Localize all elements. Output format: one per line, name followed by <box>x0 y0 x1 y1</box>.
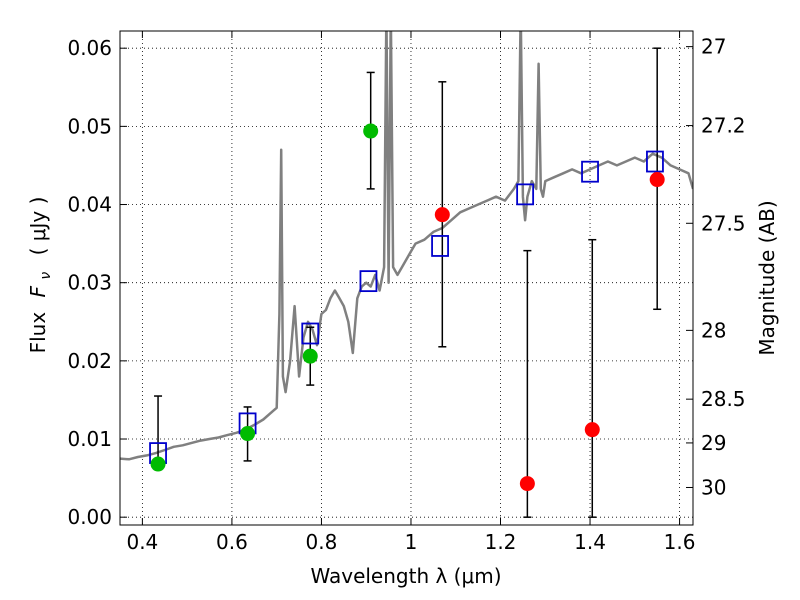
detection-point <box>302 348 318 364</box>
x-tick-label: 0.6 <box>216 530 248 554</box>
y-tick-label: 0.02 <box>67 349 112 373</box>
x-tick-label: 0.8 <box>306 530 338 554</box>
y-tick-label: 0.06 <box>67 36 112 60</box>
right-tick-label: 28 <box>701 318 726 342</box>
detection-point <box>363 123 379 139</box>
marker-layer <box>149 123 665 492</box>
plot-frame <box>119 30 694 526</box>
model-photometry-square <box>431 235 449 257</box>
detection-point <box>240 426 256 442</box>
right-tick-label: 28.5 <box>701 387 746 411</box>
tick-layer: 0.4 0.6 0.8 1 1.2 1.4 1.6 0.00 0.01 0.02 0.03 0.04 0… <box>67 31 746 554</box>
y-axis-title-subscript: ν <box>38 272 54 280</box>
x-tick-label: 1.4 <box>574 530 606 554</box>
x-tick-label: 1.6 <box>664 530 696 554</box>
model-photometry-square <box>359 270 378 293</box>
x-tick-label: 1 <box>405 530 418 554</box>
right-tick-label: 27.5 <box>701 211 746 235</box>
y-axis-title-prefix: Flux <box>26 312 50 354</box>
y-tick-label: 0.01 <box>67 427 112 451</box>
right-tick-label: 29 <box>701 431 726 455</box>
y-tick-label: 0.00 <box>67 505 112 529</box>
y-axis-title-suffix: ( μJy ) <box>26 197 50 256</box>
y-tick-label: 0.03 <box>67 271 112 295</box>
right-tick-label: 30 <box>701 475 726 499</box>
nondetection-point <box>584 422 600 438</box>
y-axis-title: Flux F ν ( μJy ) <box>26 197 55 354</box>
right-tick-label: 27 <box>701 35 726 59</box>
y-tick-label: 0.04 <box>67 193 112 217</box>
model-photometry-square <box>516 183 535 206</box>
x-tick-label: 1.2 <box>485 530 517 554</box>
right-tick-label: 27.2 <box>701 114 746 138</box>
right-axis-title: Magnitude (AB) <box>755 200 779 355</box>
nondetection-point <box>649 172 665 188</box>
y-axis-title-symbol: F <box>26 285 50 297</box>
nondetection-point <box>519 476 535 492</box>
detection-point <box>150 456 166 472</box>
x-axis-title: Wavelength λ (μm) <box>310 564 501 588</box>
nondetection-point <box>434 207 450 223</box>
spectrum-layer <box>120 31 693 461</box>
x-tick-label: 0.4 <box>126 530 158 554</box>
spectrum-line <box>120 31 693 461</box>
errorbar-layer <box>154 47 662 518</box>
y-tick-label: 0.05 <box>67 114 112 138</box>
grid-layer <box>120 31 693 525</box>
model-photometry-square <box>581 160 599 183</box>
model-photometry-square <box>301 322 320 345</box>
model-photometry-square <box>646 150 664 173</box>
